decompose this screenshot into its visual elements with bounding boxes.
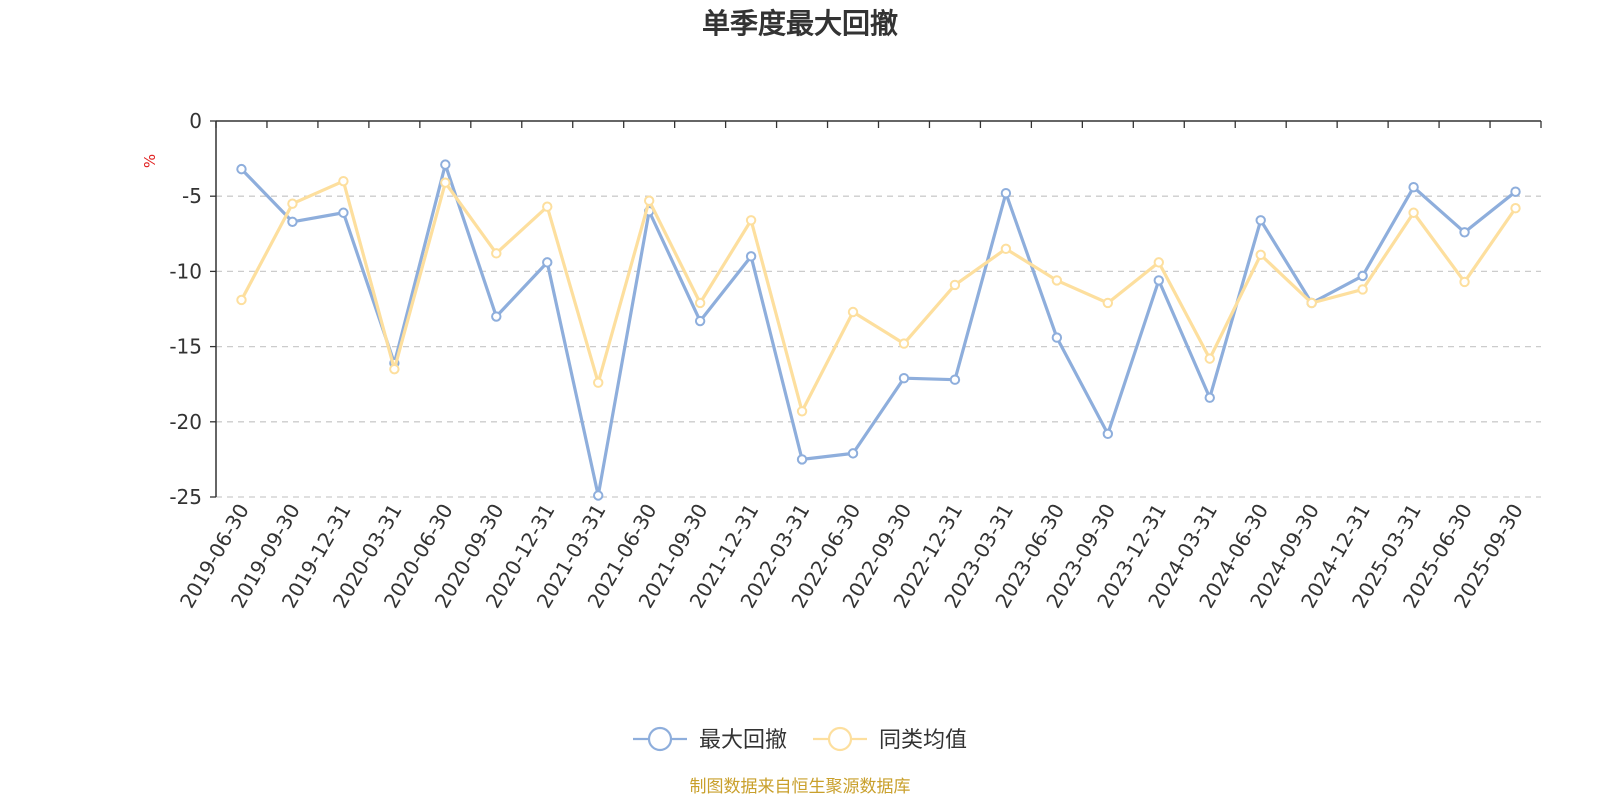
y-tick-label: -20 [169,410,202,434]
data-point [593,377,604,388]
y-tick-label: -10 [169,259,202,283]
data-point [949,279,961,291]
data-point [1357,270,1368,282]
data-point [694,297,706,309]
series-line [240,179,1517,413]
grid-lines [216,195,1541,498]
data-point [1000,243,1012,255]
data-point [796,406,808,417]
series-最大回撤 [236,159,1521,501]
data-point [1255,215,1266,226]
axes [210,120,1542,498]
series-同类均值 [236,175,1521,417]
y-axis-unit: % [141,154,159,168]
data-point [491,311,502,322]
data-point [1510,203,1521,214]
data-point [440,159,451,170]
data-point [847,448,859,459]
data-point [1408,181,1419,193]
y-axis-ticks: 0 -5 -10 -15 -20 -25 [169,109,202,509]
data-point [1255,249,1266,261]
series-line [240,163,1517,498]
legend-marker [827,726,853,752]
series-layer [236,159,1521,501]
data-point [1051,275,1063,286]
x-axis-ticks: 2019-06-302019-09-302019-12-312020-03-31… [175,499,1528,612]
data-point [389,363,400,375]
data-point [847,306,859,318]
data-point [1408,207,1419,218]
data-point [1153,275,1164,286]
data-point [542,257,553,268]
data-point [593,490,604,501]
data-point [1357,284,1368,295]
data-point [338,175,349,187]
data-point [1102,297,1114,309]
data-point [1153,257,1164,268]
legend-item: 最大回撤 [633,726,787,753]
data-point [1204,392,1215,403]
data-point [745,215,757,226]
legend-label: 同类均值 [879,728,967,753]
data-point [491,248,502,259]
y-tick-label: -15 [169,335,202,359]
data-point [1051,332,1063,343]
data-point [949,374,961,385]
data-point [1510,186,1521,197]
data-point [1459,227,1470,238]
data-point [1306,297,1317,309]
legend-item: 同类均值 [813,726,967,753]
legend-label: 最大回撤 [699,728,787,753]
data-point [643,195,655,206]
data-point [287,216,298,227]
y-tick-label: 0 [189,109,202,133]
y-tick-label: -25 [169,485,202,509]
legend: 最大回撤 同类均值 [633,726,967,753]
data-point [1102,428,1114,440]
legend-marker [647,726,673,752]
data-point [1459,276,1470,288]
data-point [694,315,706,327]
data-point [796,454,808,465]
chart-title: 单季度最大回撤 [702,7,898,40]
data-point [338,207,349,218]
data-point [898,338,910,349]
data-point [898,372,910,384]
y-tick-label: -5 [182,184,202,208]
data-point [1204,353,1215,364]
data-point [745,251,757,262]
data-point [287,198,298,209]
data-point [542,201,553,212]
source-note: 制图数据来自恒生聚源数据库 [690,777,911,797]
data-point [236,294,247,306]
data-point [440,177,451,188]
data-point [236,163,247,175]
data-point [1000,187,1012,199]
